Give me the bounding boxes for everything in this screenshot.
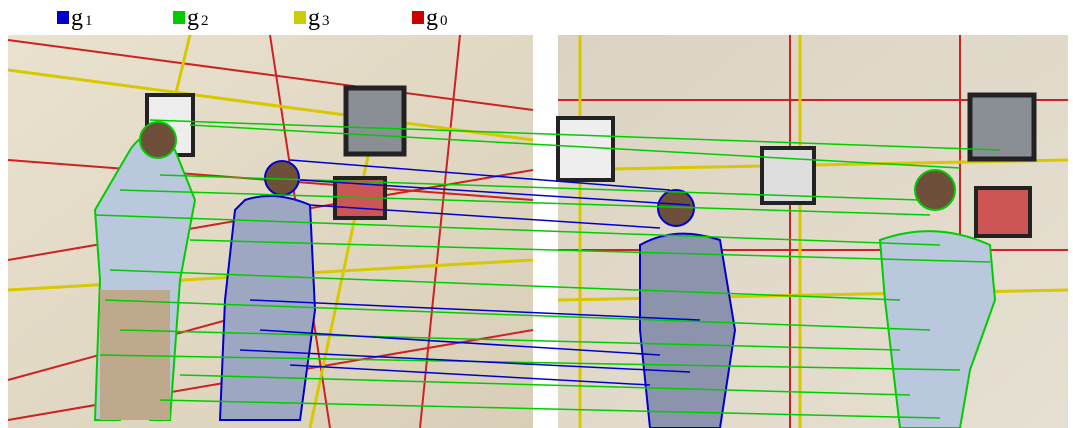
legend-swatch — [294, 11, 306, 24]
legend-letter: g — [426, 5, 438, 31]
legend-subscript: 2 — [201, 13, 209, 29]
legend-subscript: 1 — [85, 13, 93, 29]
legend-letter: g — [308, 5, 320, 31]
legend-swatch — [173, 11, 185, 24]
legend-letter: g — [71, 5, 83, 31]
g2-matches — [94, 119, 1001, 419]
g1-matches — [239, 159, 701, 386]
legend-swatch — [412, 11, 424, 24]
left-photo — [7, 34, 534, 428]
legend-subscript: 3 — [322, 13, 330, 29]
legend-letter: g — [187, 5, 199, 31]
legend-subscript: 0 — [440, 13, 448, 29]
legend-swatch — [57, 11, 69, 24]
right-photo — [556, 35, 1069, 428]
